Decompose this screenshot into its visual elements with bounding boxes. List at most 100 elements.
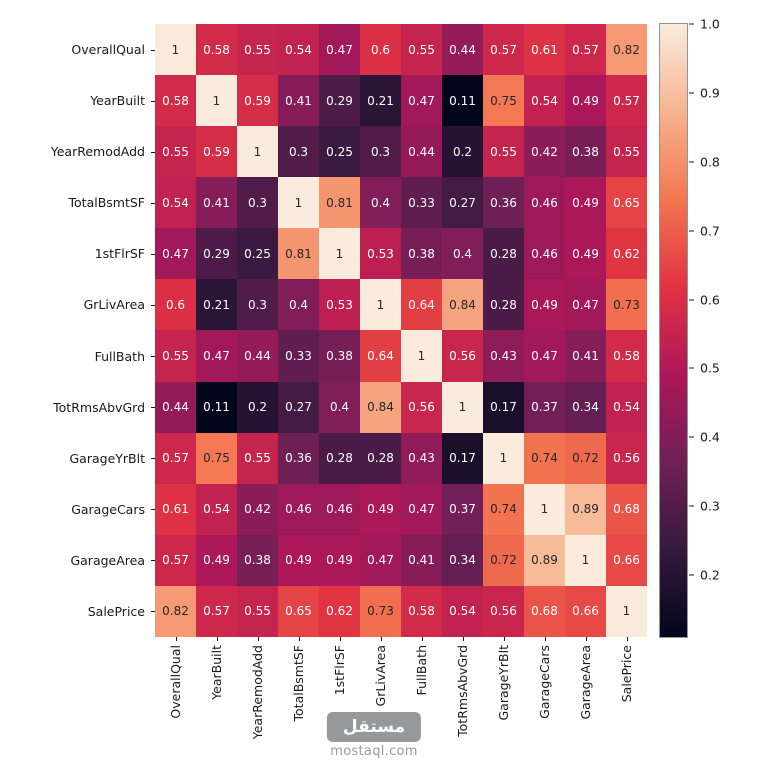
heatmap-cell: 0.89	[524, 534, 565, 586]
heatmap-cell: 0.28	[319, 432, 360, 484]
y-tick-label-text: YearRemodAdd	[50, 144, 145, 160]
colorbar-tick-mark	[689, 367, 694, 369]
colorbar-tick-mark	[689, 574, 694, 576]
heatmap-cell: 0.65	[606, 177, 647, 229]
heatmap-cell: 0.66	[565, 585, 606, 637]
x-tick-mark	[503, 637, 505, 641]
heatmap-cell: 0.42	[524, 126, 565, 178]
heatmap-cell: 0.33	[278, 330, 319, 382]
heatmap-cell: 1	[442, 381, 483, 433]
x-tick-mark	[339, 637, 341, 641]
heatmap-cell: 0.38	[401, 228, 442, 280]
x-tick-mark	[626, 637, 628, 641]
heatmap-cell: 0.3	[360, 126, 401, 178]
x-tick-label-text: 1stFlrSF	[332, 645, 347, 696]
heatmap-cell: 0.46	[524, 177, 565, 229]
heatmap-cell: 0.17	[442, 432, 483, 484]
heatmap-cell: 0.55	[237, 24, 278, 76]
x-tick-mark	[175, 637, 177, 641]
x-tick-label: GarageCars	[524, 637, 565, 775]
y-tick-label: TotRmsAbvGrd	[0, 382, 155, 433]
heatmap-cell: 0.74	[524, 432, 565, 484]
heatmap-cell: 0.46	[278, 483, 319, 535]
heatmap-cell: 1	[524, 483, 565, 535]
x-tick-label: FullBath	[401, 637, 442, 775]
heatmap-cell: 0.72	[483, 534, 524, 586]
heatmap-cell: 0.58	[401, 585, 442, 637]
x-tick-label-text: SalePrice	[619, 645, 634, 703]
heatmap-cell: 0.53	[360, 228, 401, 280]
y-tick-label: GrLivArea	[0, 279, 155, 330]
heatmap-cell: 0.27	[278, 381, 319, 433]
heatmap-cell: 0.82	[155, 585, 196, 637]
heatmap-cell: 0.47	[401, 75, 442, 127]
heatmap-cell: 0.27	[442, 177, 483, 229]
colorbar-tick-mark	[689, 505, 694, 507]
y-tick-label: GarageArea	[0, 535, 155, 586]
heatmap-cell: 0.49	[565, 228, 606, 280]
heatmap-cell: 0.57	[565, 24, 606, 76]
heatmap-cell: 0.44	[401, 126, 442, 178]
heatmap-cell: 0.58	[155, 75, 196, 127]
heatmap-cell: 0.65	[278, 585, 319, 637]
x-tick-label-text: YearRemodAdd	[250, 645, 265, 740]
heatmap-cell: 0.54	[278, 24, 319, 76]
heatmap-cell: 0.49	[196, 534, 237, 586]
colorbar-tick-label: 0.3	[700, 498, 720, 514]
heatmap-cell: 0.64	[360, 330, 401, 382]
x-tick-mark	[462, 637, 464, 641]
heatmap-cell: 0.25	[319, 126, 360, 178]
heatmap-cell: 0.55	[155, 330, 196, 382]
heatmap-cell: 0.59	[196, 126, 237, 178]
heatmap-cell: 0.84	[442, 279, 483, 331]
heatmap-cell: 0.47	[524, 330, 565, 382]
heatmap-cell: 1	[360, 279, 401, 331]
heatmap-cell: 0.59	[237, 75, 278, 127]
colorbar-tick: 0.5	[689, 361, 720, 376]
heatmap-cell: 1	[278, 177, 319, 229]
heatmap-cell: 0.43	[483, 330, 524, 382]
heatmap-cell: 0.56	[442, 330, 483, 382]
colorbar-tick-label: 0.8	[700, 154, 720, 170]
heatmap-cell: 0.44	[442, 24, 483, 76]
heatmap-cell: 0.41	[565, 330, 606, 382]
heatmap-cell: 0.41	[196, 177, 237, 229]
y-tick-label-text: GarageCars	[71, 501, 145, 517]
heatmap-cell: 0.73	[360, 585, 401, 637]
heatmap-cell: 0.64	[401, 279, 442, 331]
colorbar-tick-mark	[689, 230, 694, 232]
colorbar-tick: 0.4	[689, 430, 720, 445]
heatmap-cell: 0.25	[237, 228, 278, 280]
heatmap-cell: 0.36	[483, 177, 524, 229]
heatmap-cell: 0.34	[442, 534, 483, 586]
colorbar-tick-label: 0.9	[700, 85, 720, 101]
heatmap-cell: 0.38	[565, 126, 606, 178]
heatmap-cell: 0.57	[155, 534, 196, 586]
heatmap-cell: 0.57	[196, 585, 237, 637]
y-tick-label-text: SalePrice	[87, 603, 145, 619]
watermark-brand-text: مستقل	[342, 717, 406, 737]
y-tick-label-text: TotalBsmtSF	[68, 195, 145, 211]
heatmap-cell: 0.57	[606, 75, 647, 127]
colorbar-tick-label: 0.2	[700, 567, 720, 583]
x-tick-mark	[421, 637, 423, 641]
x-tick-label: YearRemodAdd	[237, 637, 278, 775]
heatmap-cell: 0.46	[319, 483, 360, 535]
y-tick-label: YearBuilt	[0, 75, 155, 126]
heatmap-cell: 0.74	[483, 483, 524, 535]
colorbar-tick: 1.0	[689, 17, 720, 32]
heatmap-cell: 0.75	[196, 432, 237, 484]
heatmap-cell: 0.37	[442, 483, 483, 535]
heatmap-cell: 0.11	[196, 381, 237, 433]
heatmap-cell: 0.6	[155, 279, 196, 331]
heatmap-cell: 0.37	[524, 381, 565, 433]
heatmap-cell: 0.54	[196, 483, 237, 535]
y-tick-mark	[151, 100, 155, 102]
colorbar-tick-mark	[689, 299, 694, 300]
x-tick-mark	[380, 637, 382, 641]
y-tick-mark	[151, 509, 155, 511]
x-tick-label-text: GarageYrBlt	[496, 645, 511, 721]
heatmap-cell: 0.58	[196, 24, 237, 76]
y-tick-label-text: GrLivArea	[83, 297, 145, 313]
